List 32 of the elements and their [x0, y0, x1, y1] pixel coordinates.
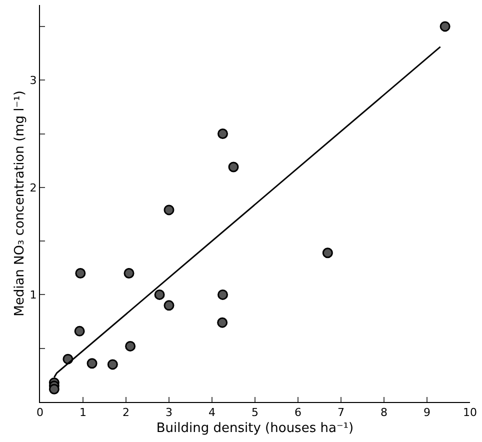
x-tick-label: 9 [424, 406, 430, 420]
point [218, 128, 228, 140]
point [228, 162, 239, 172]
point [74, 326, 85, 336]
point [164, 300, 174, 311]
point [164, 204, 174, 216]
x-tick-label: 5 [252, 406, 258, 420]
point [218, 289, 228, 300]
point [217, 317, 228, 328]
y-tick-label: 3 [30, 74, 37, 87]
x-tick-label: 2 [122, 406, 130, 420]
y-tick-label: 2 [30, 181, 37, 194]
point [440, 21, 450, 32]
point [124, 268, 134, 278]
x-axis-title: Building density (houses ha⁻¹) [156, 420, 354, 436]
x-tick-label: 3 [166, 406, 172, 420]
x-tick-label: 6 [294, 406, 302, 420]
y-axis-title: Median NO₃ concentration (mg l⁻¹) [12, 90, 28, 316]
x-tick-label: 7 [338, 406, 344, 420]
point [48, 384, 60, 394]
x-tick-label: 10 [463, 406, 477, 420]
point [75, 268, 86, 278]
point [125, 340, 136, 352]
point [154, 289, 165, 300]
point [322, 248, 333, 258]
point [86, 358, 98, 369]
y-tick-label: 1 [30, 288, 37, 302]
x-tick-label: 1 [80, 406, 86, 420]
point [107, 359, 118, 370]
x-tick-label: 0 [36, 406, 44, 420]
x-tick-label: 8 [380, 406, 388, 420]
x-tick-label: 4 [208, 406, 216, 420]
